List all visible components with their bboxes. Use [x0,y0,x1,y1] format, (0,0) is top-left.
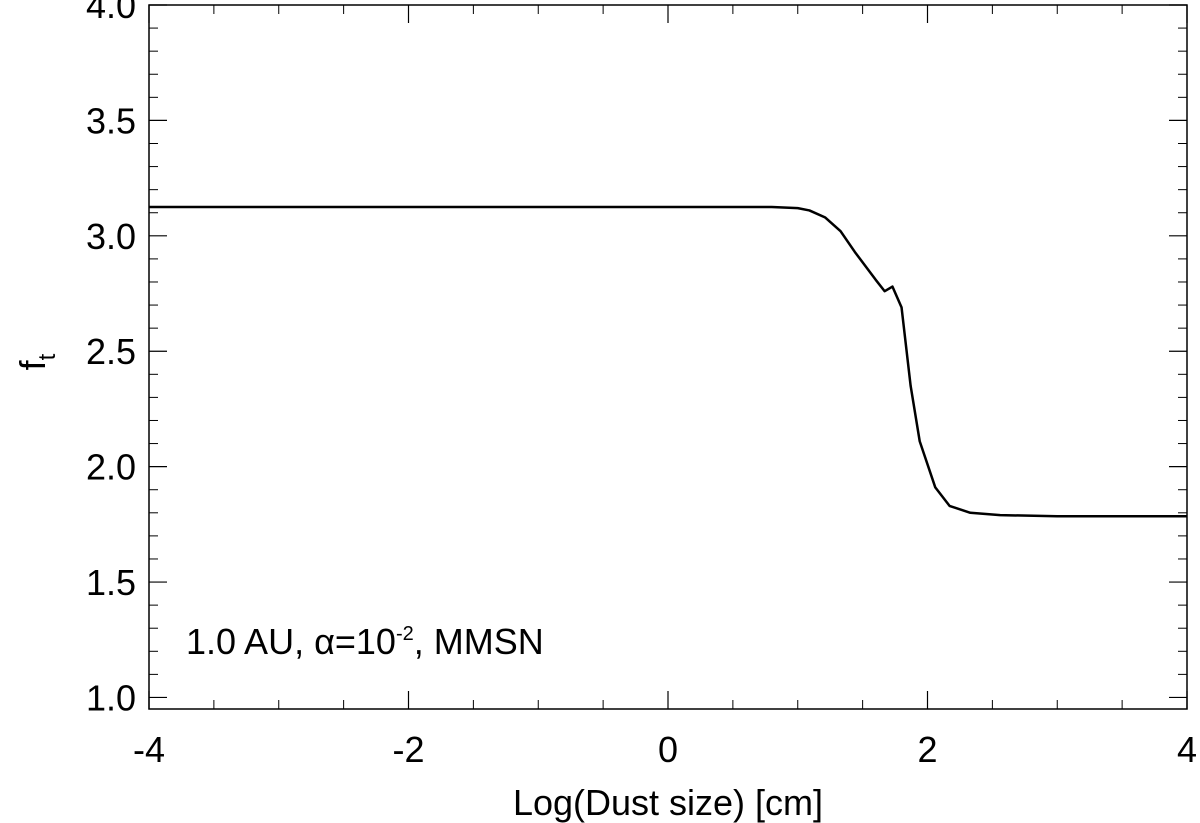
plot-frame [148,4,1188,710]
y-axis-label: ft [12,353,61,370]
y-tick-label: 1.0 [86,677,136,718]
data-line [149,205,1187,518]
y-label-sub: t [34,353,61,360]
y-tick-label: 1.5 [86,562,136,603]
y-tick-label: 4.0 [86,0,136,26]
annotation-text: , MMSN [414,621,544,662]
annotation-text: 1.0 AU, α=10 [186,621,396,662]
x-tick-label: -4 [133,729,165,770]
x-tick-label: -2 [392,729,424,770]
y-tick-label: 2.0 [86,447,136,488]
y-tick-label: 2.5 [86,331,136,372]
y-tick-label: 3.5 [86,100,136,141]
x-axis-label: Log(Dust size) [cm] [513,782,823,823]
x-tick-label: 0 [658,729,678,770]
x-tick-label: 2 [917,729,937,770]
y-tick-label: 3.0 [86,216,136,257]
x-tick-label: 4 [1177,729,1197,770]
annotation-sup: -2 [396,623,414,645]
y-label-main: f [12,359,53,370]
annotation: 1.0 AU, α=10-2, MMSN [186,621,544,662]
